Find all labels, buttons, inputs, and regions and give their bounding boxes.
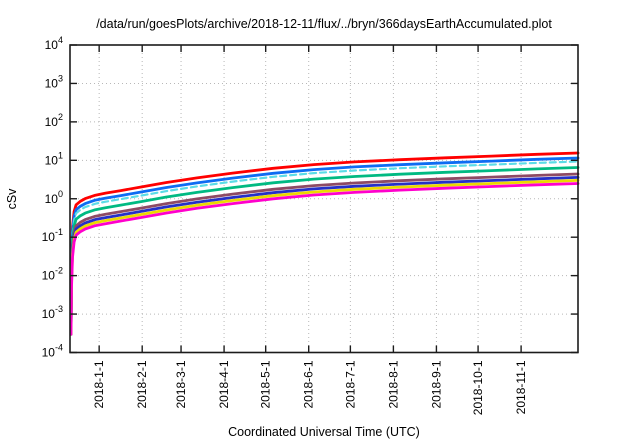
- y-tick-label: 104: [45, 35, 63, 52]
- y-tick-label: 103: [45, 73, 63, 90]
- x-tick-label: 2018-11-1: [514, 360, 528, 414]
- x-axis-label: Coordinated Universal Time (UTC): [228, 425, 420, 439]
- y-tick-label: 10-1: [42, 227, 63, 244]
- y-tick-label: 10-2: [42, 266, 63, 283]
- data-series-yellow: [69, 178, 580, 336]
- y-tick-label: 100: [45, 189, 63, 206]
- x-tick-label: 2018-5-1: [259, 360, 273, 408]
- y-tick-label: 101: [45, 150, 63, 167]
- x-tick-label: 2018-4-1: [217, 360, 231, 408]
- y-tick-label: 102: [45, 112, 63, 129]
- plot-area: 104 103 102 101 100 10-1 10-2 10-3 10-4 2018-1-1 2…: [42, 35, 580, 415]
- data-series-red: [69, 151, 580, 336]
- x-tick-label: 2018-7-1: [343, 360, 357, 408]
- x-tick-label: 2018-3-1: [174, 360, 188, 408]
- y-axis-label: cSv: [5, 188, 19, 210]
- data-series-magenta: [69, 182, 580, 336]
- data-series-green: [69, 166, 580, 336]
- plot-title: /data/run/goesPlots/archive/2018-12-11/f…: [96, 17, 552, 31]
- x-tick-label: 2018-1-1: [92, 360, 106, 408]
- x-tick-label: 2018-8-1: [386, 360, 400, 408]
- y-tick-label: 10-3: [42, 304, 63, 321]
- data-series-cyan-dashed: [69, 160, 580, 336]
- y-tick-label: 10-4: [42, 343, 63, 360]
- x-tick-label: 2018-6-1: [302, 360, 316, 408]
- data-series-maroon: [69, 172, 580, 336]
- x-tick-label: 2018-2-1: [135, 360, 149, 408]
- x-tick-label: 2018-10-1: [471, 360, 485, 415]
- x-tick-label: 2018-9-1: [429, 360, 443, 408]
